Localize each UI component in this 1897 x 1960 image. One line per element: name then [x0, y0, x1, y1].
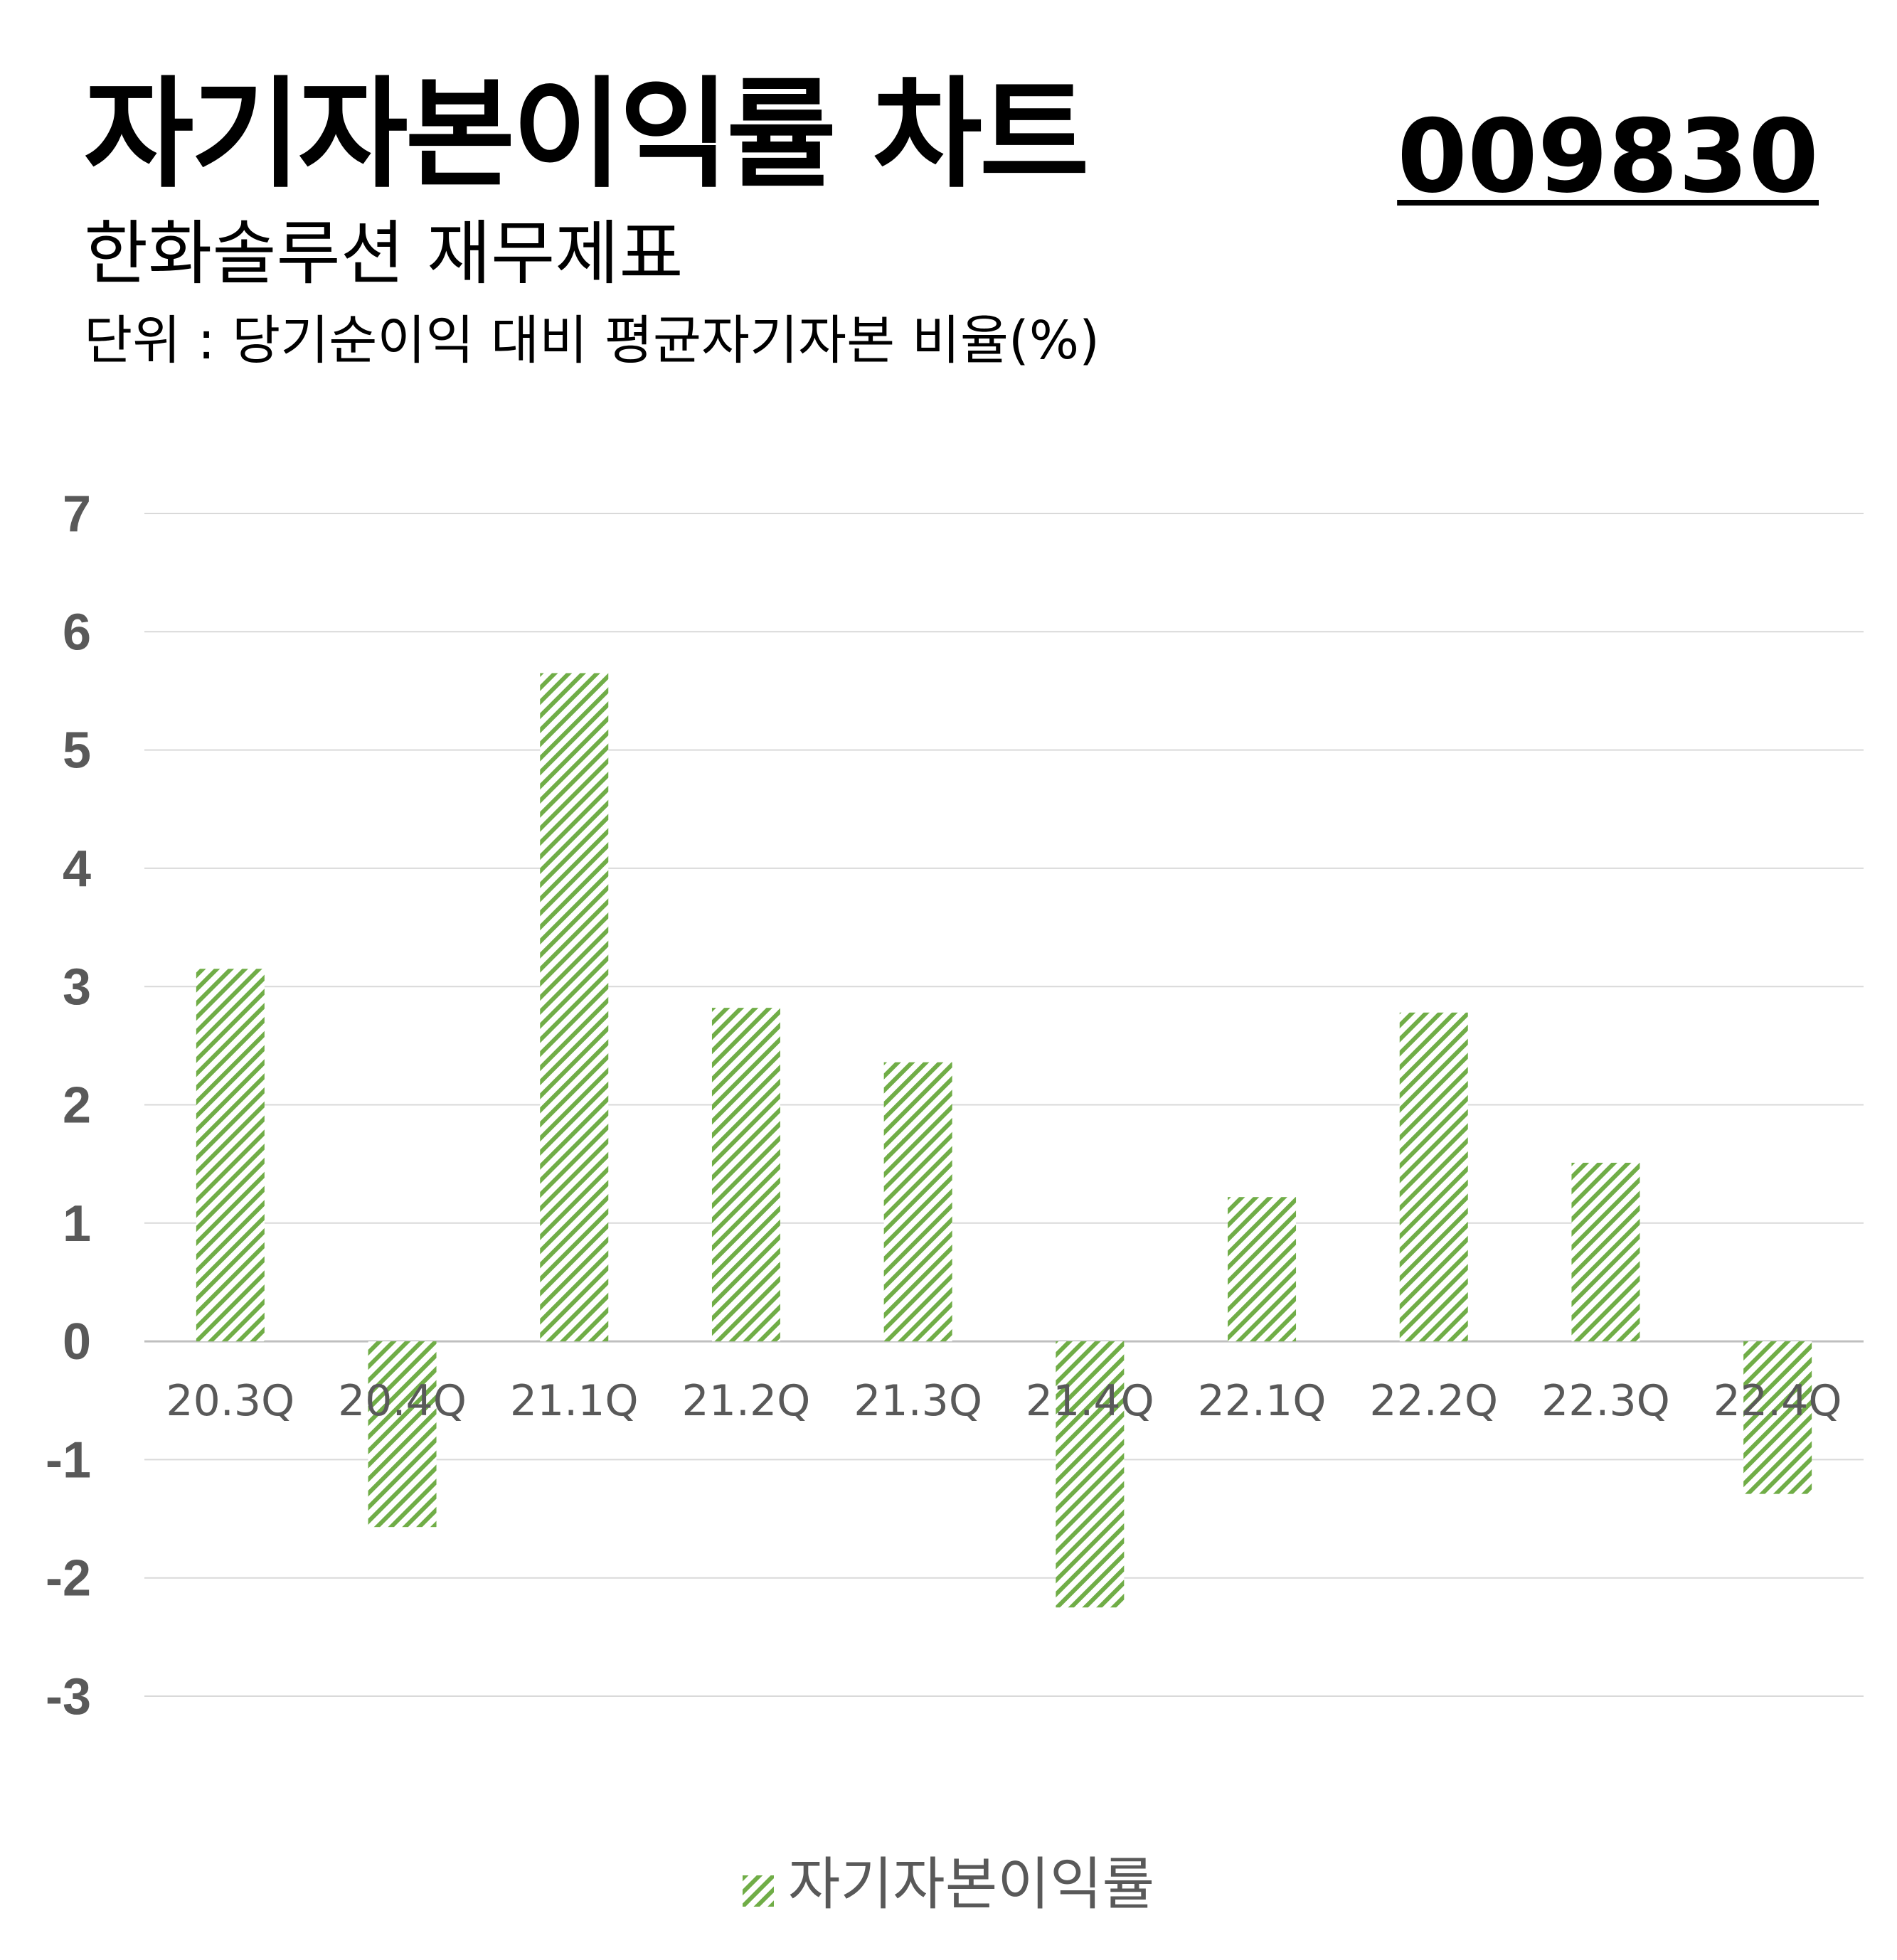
bar-20.4Q: [368, 1341, 437, 1528]
bar-21.2Q: [711, 1008, 780, 1342]
bar-21.4Q: [1056, 1341, 1125, 1608]
x-tick-label: 22.4Q: [1713, 1376, 1842, 1426]
bar-22.2Q: [1399, 1012, 1468, 1342]
y-tick-label: 6: [63, 604, 91, 661]
bar-21.1Q: [540, 673, 609, 1342]
bar-20.3Q: [196, 969, 265, 1342]
y-tick-label: 7: [63, 486, 91, 543]
y-tick-label: 5: [63, 723, 91, 779]
y-tick-label: 3: [63, 959, 91, 1016]
bar-22.4Q: [1743, 1341, 1812, 1494]
y-tick-label: 4: [63, 841, 91, 898]
legend-label: 자기자본이익률: [787, 1851, 1155, 1917]
y-tick-label: 0: [63, 1314, 91, 1370]
y-tick-label: 1: [63, 1195, 91, 1252]
x-tick-label: 22.2Q: [1369, 1376, 1498, 1426]
bar-21.3Q: [883, 1062, 952, 1342]
bar-22.1Q: [1228, 1197, 1297, 1342]
y-tick-label: -1: [46, 1432, 91, 1488]
chart-subtitle: 한화솔루션 재무제표: [84, 213, 684, 294]
chart-title: 자기자본이익률 차트: [84, 65, 1090, 204]
x-tick-label: 21.3Q: [854, 1376, 982, 1426]
unit-label: 단위 : 당기순이익 대비 평균자기자본 비율(%): [84, 310, 1100, 371]
y-tick-label: -3: [46, 1668, 91, 1725]
bar-22.3Q: [1571, 1162, 1640, 1342]
x-tick-label: 22.3Q: [1541, 1376, 1670, 1426]
x-tick-label: 22.1Q: [1198, 1376, 1327, 1426]
x-tick-label: 21.2Q: [682, 1376, 811, 1426]
x-tick-label: 21.4Q: [1026, 1376, 1154, 1426]
stock-code: 009830: [1397, 98, 1819, 215]
y-tick-label: 2: [63, 1077, 91, 1134]
bar-chart: 7 6 5 4 3 2 1 0 -1 -2 -3 20.3Q 20.4Q 21.1Q 21.2Q 21.3Q 2…: [46, 486, 1864, 1725]
legend-swatch: [742, 1875, 774, 1907]
x-tick-label: 20.4Q: [338, 1376, 467, 1426]
legend: 자기자본이익률: [0, 1856, 1897, 1913]
x-tick-label: 20.3Q: [166, 1376, 294, 1426]
x-tick-label: 21.1Q: [510, 1376, 639, 1426]
y-tick-label: -2: [46, 1550, 91, 1607]
